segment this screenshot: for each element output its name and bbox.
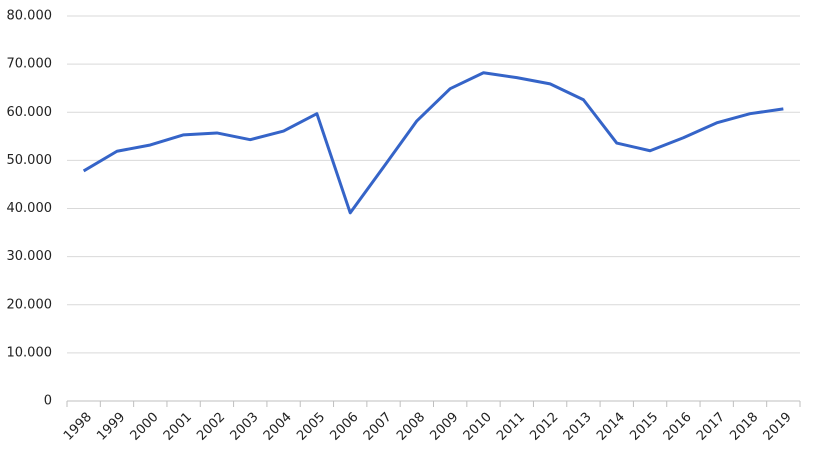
x-tick-label: 2000	[128, 410, 162, 444]
y-tick-label: 40.000	[7, 201, 53, 216]
x-tick-label: 2008	[394, 410, 428, 444]
y-tick-label: 10.000	[7, 345, 53, 360]
y-tick-label: 30.000	[7, 249, 53, 264]
x-tick-label: 2012	[527, 410, 561, 444]
x-tick-label: 2010	[461, 410, 495, 444]
x-tick-label: 2007	[361, 410, 395, 444]
y-tick-label: 20.000	[7, 297, 53, 312]
x-tick-label: 2017	[694, 410, 728, 444]
x-tick-label: 2006	[328, 410, 362, 444]
x-tick-label: 2016	[661, 410, 695, 444]
x-tick-label: 2018	[727, 410, 761, 444]
x-tick-label: 2015	[627, 410, 661, 444]
x-tick-label: 2014	[594, 410, 628, 444]
x-tick-label: 2011	[494, 410, 528, 444]
data-line	[82, 71, 784, 215]
y-tick-label: 0	[44, 394, 52, 409]
x-tick-label: 2004	[261, 410, 295, 444]
y-tick-label: 50.000	[7, 153, 53, 168]
x-tick-label: 2002	[194, 410, 228, 444]
y-tick-label: 70.000	[7, 57, 53, 72]
y-tick-label: 60.000	[7, 105, 53, 120]
x-tick-label: 2005	[294, 410, 328, 444]
x-tick-label: 1999	[94, 410, 128, 444]
x-tick-label: 2013	[561, 410, 595, 444]
x-tick-label: 2009	[427, 410, 461, 444]
x-tick-label: 2003	[228, 410, 262, 444]
x-tick-label: 1998	[61, 410, 95, 444]
x-tick-label: 2019	[761, 410, 795, 444]
x-tick-label: 2001	[161, 410, 195, 444]
y-tick-label: 80.000	[7, 9, 53, 24]
